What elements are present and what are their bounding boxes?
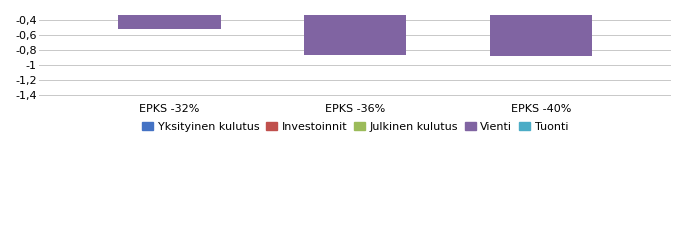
Legend: Yksityinen kulutus, Investoinnit, Julkinen kulutus, Vienti, Tuonti: Yksityinen kulutus, Investoinnit, Julkin… [138,117,573,136]
Bar [304,0,406,55]
Bar [490,0,592,11]
Bar [119,0,220,29]
Bar [490,15,592,56]
Bar [490,11,592,15]
